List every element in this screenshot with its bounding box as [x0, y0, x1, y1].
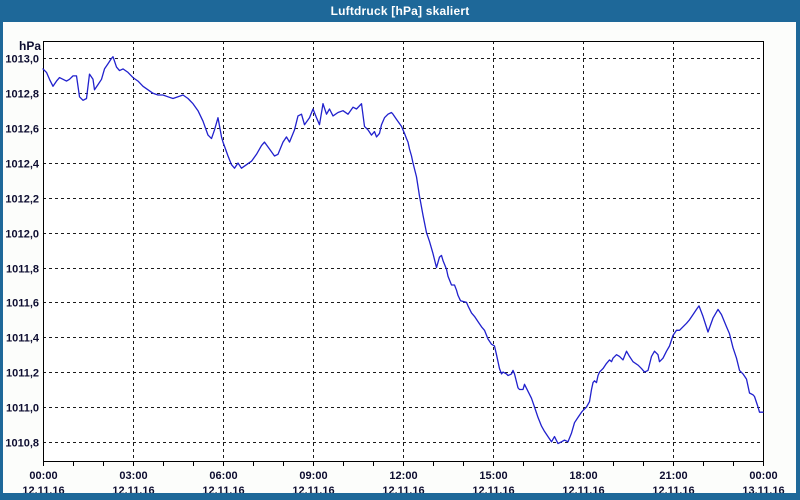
x-tick-time-label: 06:00 — [209, 470, 237, 482]
x-tick-time-label: 09:00 — [299, 470, 327, 482]
y-tick-label: 1011,6 — [6, 298, 39, 310]
y-tick-label: 1012,8 — [5, 89, 39, 101]
y-tick-label: 1012,0 — [5, 229, 39, 241]
x-tick-date-label: 12.11.16 — [562, 485, 604, 497]
y-tick-label: 1012,4 — [5, 159, 40, 171]
y-tick-label: 1011,2 — [6, 368, 39, 380]
x-tick-date-label: 12.11.16 — [472, 485, 514, 497]
y-tick-label: 1011,4 — [6, 333, 40, 345]
x-tick-date-label: 12.11.16 — [382, 485, 424, 497]
chart-area: 1013,0 1012,8 1012,6 1012,4 1012,2 1012,0 1011… — [3, 0, 796, 493]
y-tick-label: 1011,8 — [6, 264, 39, 276]
x-tick-time-label: 12:00 — [389, 470, 417, 482]
x-tick-date-label: 13.11.16 — [742, 485, 784, 497]
x-tick-date-label: 12.11.16 — [292, 485, 334, 497]
y-tick-label: 1011,0 — [6, 403, 39, 415]
y-tick-label: 1012,2 — [5, 194, 39, 206]
x-tick-time-label: 03:00 — [119, 470, 147, 482]
x-tick-date-label: 12.11.16 — [202, 485, 244, 497]
pressure-series-line — [42, 56, 764, 445]
x-tick-time-label: 18:00 — [569, 470, 597, 482]
y-axis-unit-label: hPa — [19, 39, 41, 53]
y-tick-label: 1010,8 — [5, 438, 39, 450]
window-title: Luftdruck [hPa] skaliert — [330, 4, 470, 18]
pressure-line-chart: 1013,0 1012,8 1012,6 1012,4 1012,2 1012,0 1011… — [5, 39, 784, 497]
x-tick-time-label: 21:00 — [659, 470, 687, 482]
x-tick-time-label: 00:00 — [749, 470, 777, 482]
x-tick-date-label: 12.11.16 — [22, 485, 64, 497]
title-bar[interactable]: Luftdruck [hPa] skaliert — [3, 0, 796, 22]
x-tick-time-label: 15:00 — [479, 470, 507, 482]
x-tick-date-label: 12.11.16 — [112, 485, 154, 497]
x-tick-time-label: 00:00 — [29, 470, 57, 482]
x-tick-date-label: 12.11.16 — [652, 485, 694, 497]
y-tick-label: 1013,0 — [5, 54, 39, 66]
y-tick-label: 1012,6 — [5, 124, 39, 136]
